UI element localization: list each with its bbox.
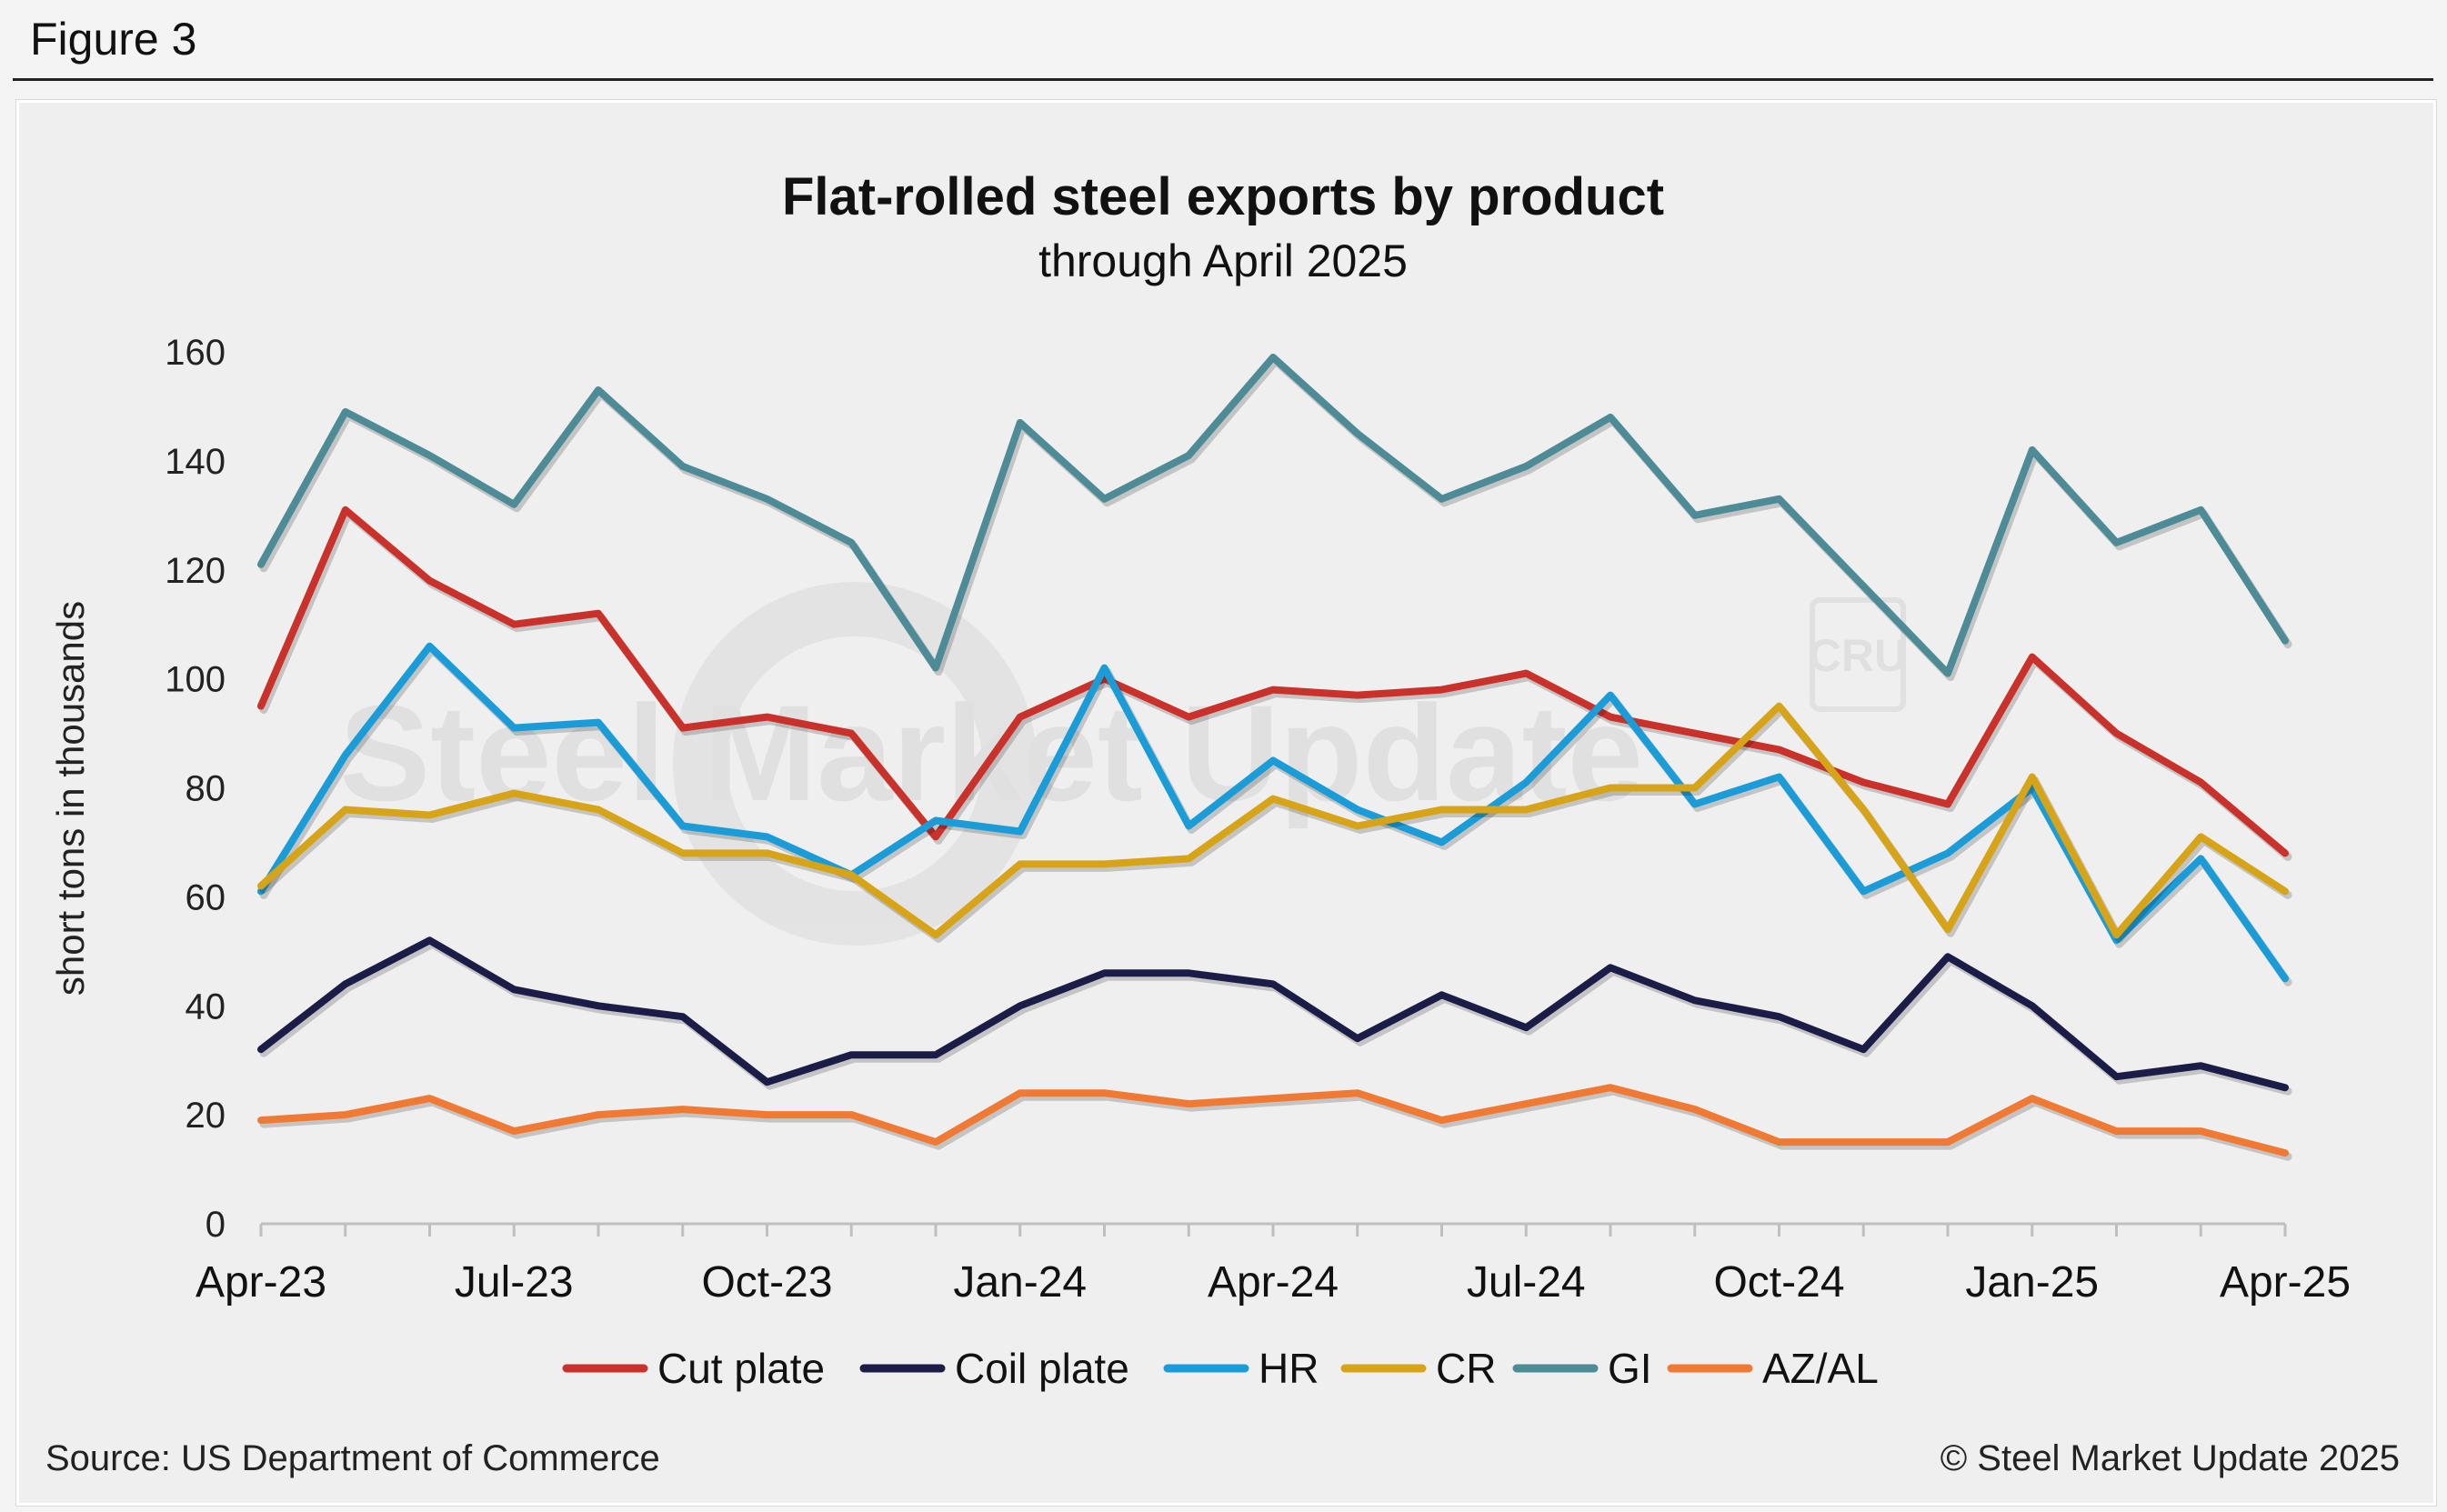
x-tick-label: Oct-24 (1713, 1258, 1844, 1307)
watermark-ring-icon (673, 582, 1037, 946)
x-tick-label: Apr-24 (1208, 1258, 1339, 1307)
series-shadow-gi (259, 356, 2292, 682)
y-tick-label: 100 (165, 660, 226, 700)
x-tick-label: Apr-25 (2220, 1258, 2351, 1307)
x-tick-label: Oct-23 (701, 1258, 832, 1307)
series-shadow-coil-plate (259, 939, 2292, 1096)
legend-label-coil-plate: Coil plate (955, 1345, 1129, 1392)
series-lines (257, 354, 2292, 1161)
x-tick-label: Apr-23 (196, 1258, 326, 1307)
series-line-gi (257, 354, 2289, 677)
legend-label-gi: GI (1608, 1345, 1652, 1392)
chart-title: Flat-rolled steel exports by product (782, 167, 1664, 226)
series-line-cut-plate (257, 506, 2289, 857)
series-shadow-az-al (259, 1086, 2292, 1161)
copyright-note: © Steel Market Update 2025 (1940, 1438, 2400, 1478)
legend-label-cr: CR (1436, 1345, 1496, 1392)
source-note: Source: US Department of Commerce (45, 1438, 660, 1478)
x-tick-label: Jul-24 (1467, 1258, 1586, 1307)
series-line-az-al (257, 1084, 2289, 1157)
figure-rule (13, 78, 2433, 81)
y-tick-label: 0 (206, 1205, 226, 1245)
y-tick-label: 160 (165, 333, 226, 373)
y-axis: 0 20 40 60 80 100 120 140 160 (165, 333, 226, 1245)
y-tick-label: 120 (165, 551, 226, 591)
y-tick-label: 20 (186, 1096, 226, 1136)
y-tick-label: 40 (186, 986, 226, 1026)
x-tick-label: Jul-23 (455, 1258, 574, 1307)
series-line-cr (257, 702, 2289, 939)
legend: Cut plate Coil plate HR CR GI AZ/AL (562, 1345, 1879, 1392)
y-tick-label: 60 (186, 877, 226, 917)
watermark-logo-text: CRU (1809, 630, 1907, 681)
y-tick-label: 140 (165, 442, 226, 482)
figure-label: Figure 3 (30, 14, 197, 65)
y-tick-label: 80 (186, 769, 226, 809)
legend-label-cut-plate: Cut plate (657, 1345, 825, 1392)
watermark-logo-icon (1810, 597, 1906, 712)
y-axis-label: short tons in thousands (49, 601, 92, 996)
chart-panel (16, 100, 2436, 1506)
x-tick-label: Jan-24 (953, 1258, 1087, 1307)
legend-label-hr: HR (1259, 1345, 1319, 1392)
legend-label-az-al: AZ/AL (1762, 1345, 1879, 1392)
chart-subtitle: through April 2025 (1038, 235, 1408, 286)
series-line-hr (257, 642, 2289, 983)
x-tick-label: Jan-25 (1965, 1258, 2099, 1307)
series-line-coil-plate (257, 936, 2289, 1092)
x-axis: Apr-23 Jul-23 Oct-23 Jan-24 Apr-24 Jul-24 Oct-… (196, 1222, 2351, 1307)
